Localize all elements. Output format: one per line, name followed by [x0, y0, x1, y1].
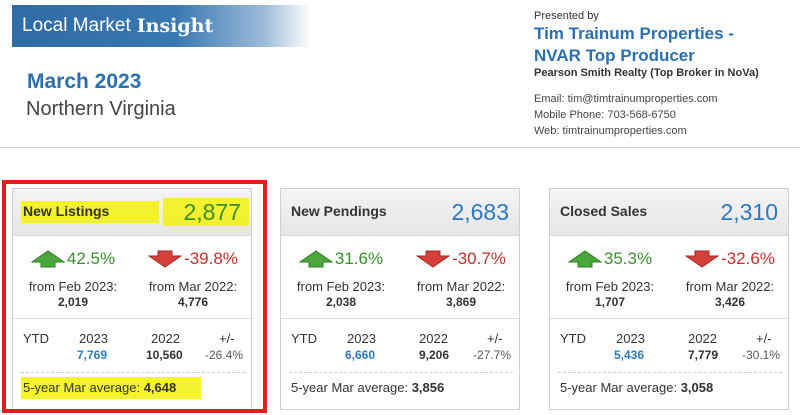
agent-name-line2: NVAR Top Producer: [534, 46, 695, 65]
contact-email[interactable]: Email: tim@timtrainumproperties.com: [534, 93, 718, 105]
ytd-current-value: 7,769: [77, 348, 108, 362]
change-year: -39.8% from Mar 2022: 4,776: [133, 249, 253, 309]
average-label: 5-year Mar average:: [291, 380, 409, 395]
arrow-down-icon: [148, 250, 183, 268]
five-year-average: 5-year Mar average: 3,856: [291, 380, 444, 395]
title-highlight: [21, 201, 159, 223]
card-new-listings: New Listings 2,877 42.5% from Feb 2023: …: [12, 188, 252, 410]
average-divider: [289, 372, 513, 373]
five-year-average: 5-year Mar average: 4,648: [23, 380, 176, 395]
ytd-divider: [550, 318, 788, 319]
ytd-year-prior: 2022: [151, 331, 180, 346]
change-year-pct: -30.7%: [452, 249, 506, 268]
arrow-down-icon: [685, 250, 720, 268]
average-highlight: [21, 377, 201, 399]
change-year: -30.7% from Mar 2022: 3,869: [401, 249, 521, 309]
change-month-label: from Feb 2023:: [296, 279, 386, 294]
average-divider: [21, 372, 245, 373]
change-month-pct: 35.3%: [603, 249, 653, 268]
ytd-year-current: 2023: [616, 331, 645, 346]
report-month: March 2023: [27, 70, 142, 93]
ytd-change-label: +/-: [219, 331, 235, 346]
ytd-change-value: -26.4%: [205, 348, 244, 362]
ytd-prior-value: 10,560: [146, 348, 183, 362]
change-month-value: 2,019: [57, 295, 89, 309]
header-divider: [0, 147, 800, 148]
ytd-label: YTD: [291, 331, 317, 346]
change-month-label: from Feb 2023:: [565, 279, 655, 294]
ytd-divider: [13, 318, 251, 319]
card-title: New Pendings: [291, 203, 387, 219]
ytd-year-prior: 2022: [688, 331, 717, 346]
annotation-box: [2, 180, 267, 413]
five-year-average: 5-year Mar average: 3,058: [560, 380, 713, 395]
card-new-pendings: New Pendings 2,683 31.6% from Feb 2023: …: [280, 188, 520, 410]
presented-by-label: Presented by: [534, 10, 599, 22]
change-year: -32.6% from Mar 2022: 3,426: [670, 249, 790, 309]
card-closed-sales: Closed Sales 2,310 35.3% from Feb 2023: …: [549, 188, 789, 410]
average-divider: [558, 372, 782, 373]
change-month-label: from Feb 2023:: [28, 279, 118, 294]
average-label: 5-year Mar average:: [560, 380, 678, 395]
ytd-year-current: 2023: [347, 331, 376, 346]
ytd-current-value: 5,436: [614, 348, 645, 362]
ytd-current-value: 6,660: [345, 348, 376, 362]
card-total: 2,877: [183, 199, 241, 225]
change-year-label: from Mar 2022:: [685, 279, 775, 294]
change-month-pct: 42.5%: [66, 249, 116, 268]
average-label: 5-year Mar average:: [23, 380, 141, 395]
change-year-label: from Mar 2022:: [416, 279, 506, 294]
change-month: 35.3% from Feb 2023: 1,707: [550, 249, 670, 309]
ytd-prior-value: 9,206: [419, 348, 450, 362]
arrow-up-icon: [30, 250, 65, 268]
contact-phone[interactable]: Mobile Phone: 703-568-6750: [534, 109, 676, 121]
agent-name-line1: Tim Trainum Properties -: [534, 24, 734, 43]
ytd-divider: [281, 318, 519, 319]
arrow-down-icon: [416, 250, 451, 268]
broker-name: Pearson Smith Realty (Top Broker in NoVa…: [534, 67, 759, 79]
ytd-change-value: -27.7%: [473, 348, 512, 362]
ytd-year-current: 2023: [79, 331, 108, 346]
ytd-change-label: +/-: [487, 331, 503, 346]
arrow-up-icon: [567, 250, 602, 268]
ytd-prior-value: 7,779: [688, 348, 719, 362]
banner-title-bold: Insight: [136, 15, 214, 37]
change-month: 31.6% from Feb 2023: 2,038: [281, 249, 401, 309]
change-year-pct: -32.6%: [721, 249, 775, 268]
change-year-pct: -39.8%: [184, 249, 238, 268]
banner-title: Local Market: [22, 15, 131, 36]
card-title: Closed Sales: [560, 203, 648, 219]
total-highlight: [163, 198, 249, 226]
card-header: [550, 189, 788, 236]
change-month: 42.5% from Feb 2023: 2,019: [13, 249, 133, 309]
change-month-value: 2,038: [325, 295, 357, 309]
change-year-value: 4,776: [177, 295, 209, 309]
ytd-year-prior: 2022: [419, 331, 448, 346]
ytd-label: YTD: [23, 331, 49, 346]
ytd-change-value: -30.1%: [742, 348, 781, 362]
card-header: [281, 189, 519, 236]
card-total: 2,683: [451, 199, 509, 225]
change-year-label: from Mar 2022:: [148, 279, 238, 294]
average-value: 4,648: [143, 380, 177, 395]
ytd-label: YTD: [560, 331, 586, 346]
average-value: 3,856: [411, 380, 445, 395]
contact-web[interactable]: Web: timtrainumproperties.com: [534, 125, 687, 137]
arrow-up-icon: [298, 250, 333, 268]
change-month-value: 1,707: [594, 295, 626, 309]
change-month-pct: 31.6%: [334, 249, 384, 268]
change-year-value: 3,426: [714, 295, 746, 309]
change-year-value: 3,869: [445, 295, 477, 309]
report-banner: Local Market Insight: [12, 5, 310, 47]
report-region: Northern Virginia: [26, 98, 176, 120]
card-total: 2,310: [720, 199, 778, 225]
contact-info: Email: tim@timtrainumproperties.com Mobi…: [534, 91, 796, 139]
card-title: New Listings: [23, 203, 110, 219]
average-value: 3,058: [680, 380, 714, 395]
ytd-change-label: +/-: [756, 331, 772, 346]
presenter-block: Presented by Tim Trainum Properties - NV…: [534, 10, 796, 139]
